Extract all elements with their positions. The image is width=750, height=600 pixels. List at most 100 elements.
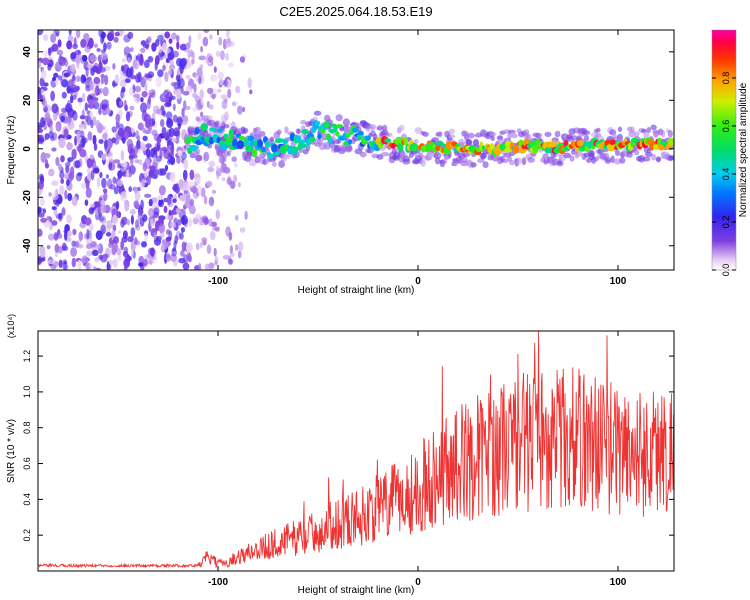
spectrogram-noise-cell (222, 254, 231, 260)
spectrogram-noise-cell (43, 82, 49, 87)
spectrogram-noise-cell (140, 179, 146, 188)
spectrogram-noise-cell (130, 214, 134, 225)
spectrogram-halo-cell (628, 130, 636, 138)
spectrogram-noise-cell (188, 35, 192, 44)
spectrogram-noise-cell (180, 214, 188, 226)
spectrogram-noise-cell (66, 179, 70, 187)
spectrogram-halo-cell (434, 157, 441, 165)
spectrogram-noise-cell (221, 177, 226, 182)
spectrogram-halo-cell (296, 128, 301, 135)
spectrogram-noise-cell (122, 230, 128, 240)
spectrogram-noise-cell (77, 172, 83, 177)
spectrogram-halo-cell (501, 158, 509, 163)
spectrogram-noise-cell (203, 30, 210, 33)
spectrogram-noise-cell (43, 50, 49, 57)
spectrogram-ridge-cell (262, 136, 268, 143)
spectrogram-noise-cell (105, 174, 109, 179)
spectrogram-noise-cell (90, 169, 95, 181)
spectrogram-noise-cell (216, 165, 220, 171)
snr-y-multiplier: (x10⁴) (6, 314, 16, 338)
spectrogram-noise-cell (77, 97, 83, 103)
spectrogram-noise-cell (156, 155, 162, 162)
spectrogram-noise-cell (176, 70, 181, 76)
spectrogram-ridge-cell (489, 143, 495, 150)
spectrogram-noise-cell (239, 227, 246, 233)
spectrogram-halo-cell (376, 125, 384, 131)
spectrogram-noise-cell (183, 100, 187, 111)
spectrogram-noise-cell (76, 145, 83, 152)
snr-y-tick-label: 0.6 (22, 457, 32, 470)
spectrogram-noise-cell (166, 194, 172, 205)
spectrogram-noise-cell (64, 189, 68, 200)
spectrogram-noise-cell (218, 37, 223, 46)
spectrogram-halo-cell (516, 157, 522, 165)
spectrogram-noise-cell (163, 205, 168, 213)
snr-y-tick-label: 0.8 (22, 421, 32, 434)
spectrogram-ridge-cell (290, 146, 299, 155)
spectrogram-noise-cell (182, 262, 190, 270)
spectrogram-noise-cell (85, 217, 92, 226)
spectrogram-noise-cell (197, 32, 202, 41)
spectrogram-noise-cell (85, 237, 93, 244)
spectrogram-noise-cell (100, 77, 105, 85)
spectrogram-halo-cell (214, 120, 220, 128)
spectrogram-halo-cell (470, 162, 477, 168)
spectrogram-noise-cell (38, 180, 44, 190)
spectrogram-noise-cell (195, 176, 201, 185)
spectrogram-noise-cell (46, 215, 50, 221)
spectrogram-halo-cell (521, 157, 527, 166)
spectrogram-noise-cell (51, 103, 59, 114)
spectrogram-halo-cell (650, 124, 657, 131)
spectrogram-noise-cell (86, 243, 93, 250)
spectrogram-halo-cell (472, 139, 480, 147)
spectrogram-noise-cell (113, 36, 119, 43)
spectrogram-ridge-cell (315, 120, 321, 126)
spectrogram-noise-cell (44, 117, 52, 123)
spectrogram-noise-cell (158, 185, 166, 196)
spectrogram-noise-cell (60, 155, 65, 163)
spectrogram-noise-cell (234, 244, 239, 251)
spectrogram-halo-cell (463, 131, 470, 138)
spectrogram-noise-cell (209, 230, 216, 241)
spectrogram-noise-cell (99, 172, 103, 179)
spectrogram-halo-cell (420, 159, 427, 167)
spectrogram-noise-cell (92, 249, 99, 256)
spectrogram-noise-cell (65, 116, 72, 124)
spectrogram-halo-cell (442, 158, 448, 164)
spectrogram-noise-cell (218, 156, 223, 163)
spectrogram-noise-cell (51, 43, 59, 52)
spectrogram-noise-cell (151, 42, 157, 52)
spectrogram-noise-cell (67, 158, 71, 164)
spectrogram-noise-cell (202, 36, 209, 47)
spectrogram-halo-cell (527, 157, 536, 163)
spectrogram-noise-cell (187, 180, 195, 188)
spectrogram-noise-cell (202, 239, 207, 246)
spectrogram-noise-cell (50, 90, 55, 102)
spectrogram-noise-cell (129, 148, 136, 159)
spectrogram-halo-cell (276, 129, 282, 135)
spectrogram-noise-cell (105, 232, 112, 237)
spectrogram-noise-cell (141, 90, 148, 98)
spectrogram-noise-cell (100, 73, 105, 79)
spectrogram-halo-cell (655, 156, 662, 162)
spectrogram-noise-cell (103, 139, 108, 150)
spectrogram-noise-cell (165, 111, 173, 120)
spectrogram-noise-cell (207, 166, 214, 173)
spectrogram-noise-cell (85, 179, 90, 190)
spectrogram-noise-cell (38, 173, 44, 182)
spectrogram-noise-cell (180, 227, 185, 233)
spectrogram-halo-cell (284, 126, 289, 134)
spectrogram-halo-cell (626, 152, 633, 158)
spectrogram-halo-cell (615, 150, 621, 156)
spectrogram-noise-cell (87, 131, 93, 141)
spectrogram-noise-cell (193, 83, 197, 93)
spectrogram-noise-cell (148, 165, 156, 170)
spectrogram-noise-cell (198, 75, 202, 85)
spectrogram-noise-cell (68, 173, 73, 179)
spectrogram-x-tick-label: 100 (610, 276, 627, 287)
spectrogram-halo-cell (335, 114, 343, 122)
spectrogram-noise-cell (81, 93, 86, 102)
spectrogram-ridge-cell (272, 151, 280, 156)
spectrogram-noise-cell (214, 255, 219, 266)
